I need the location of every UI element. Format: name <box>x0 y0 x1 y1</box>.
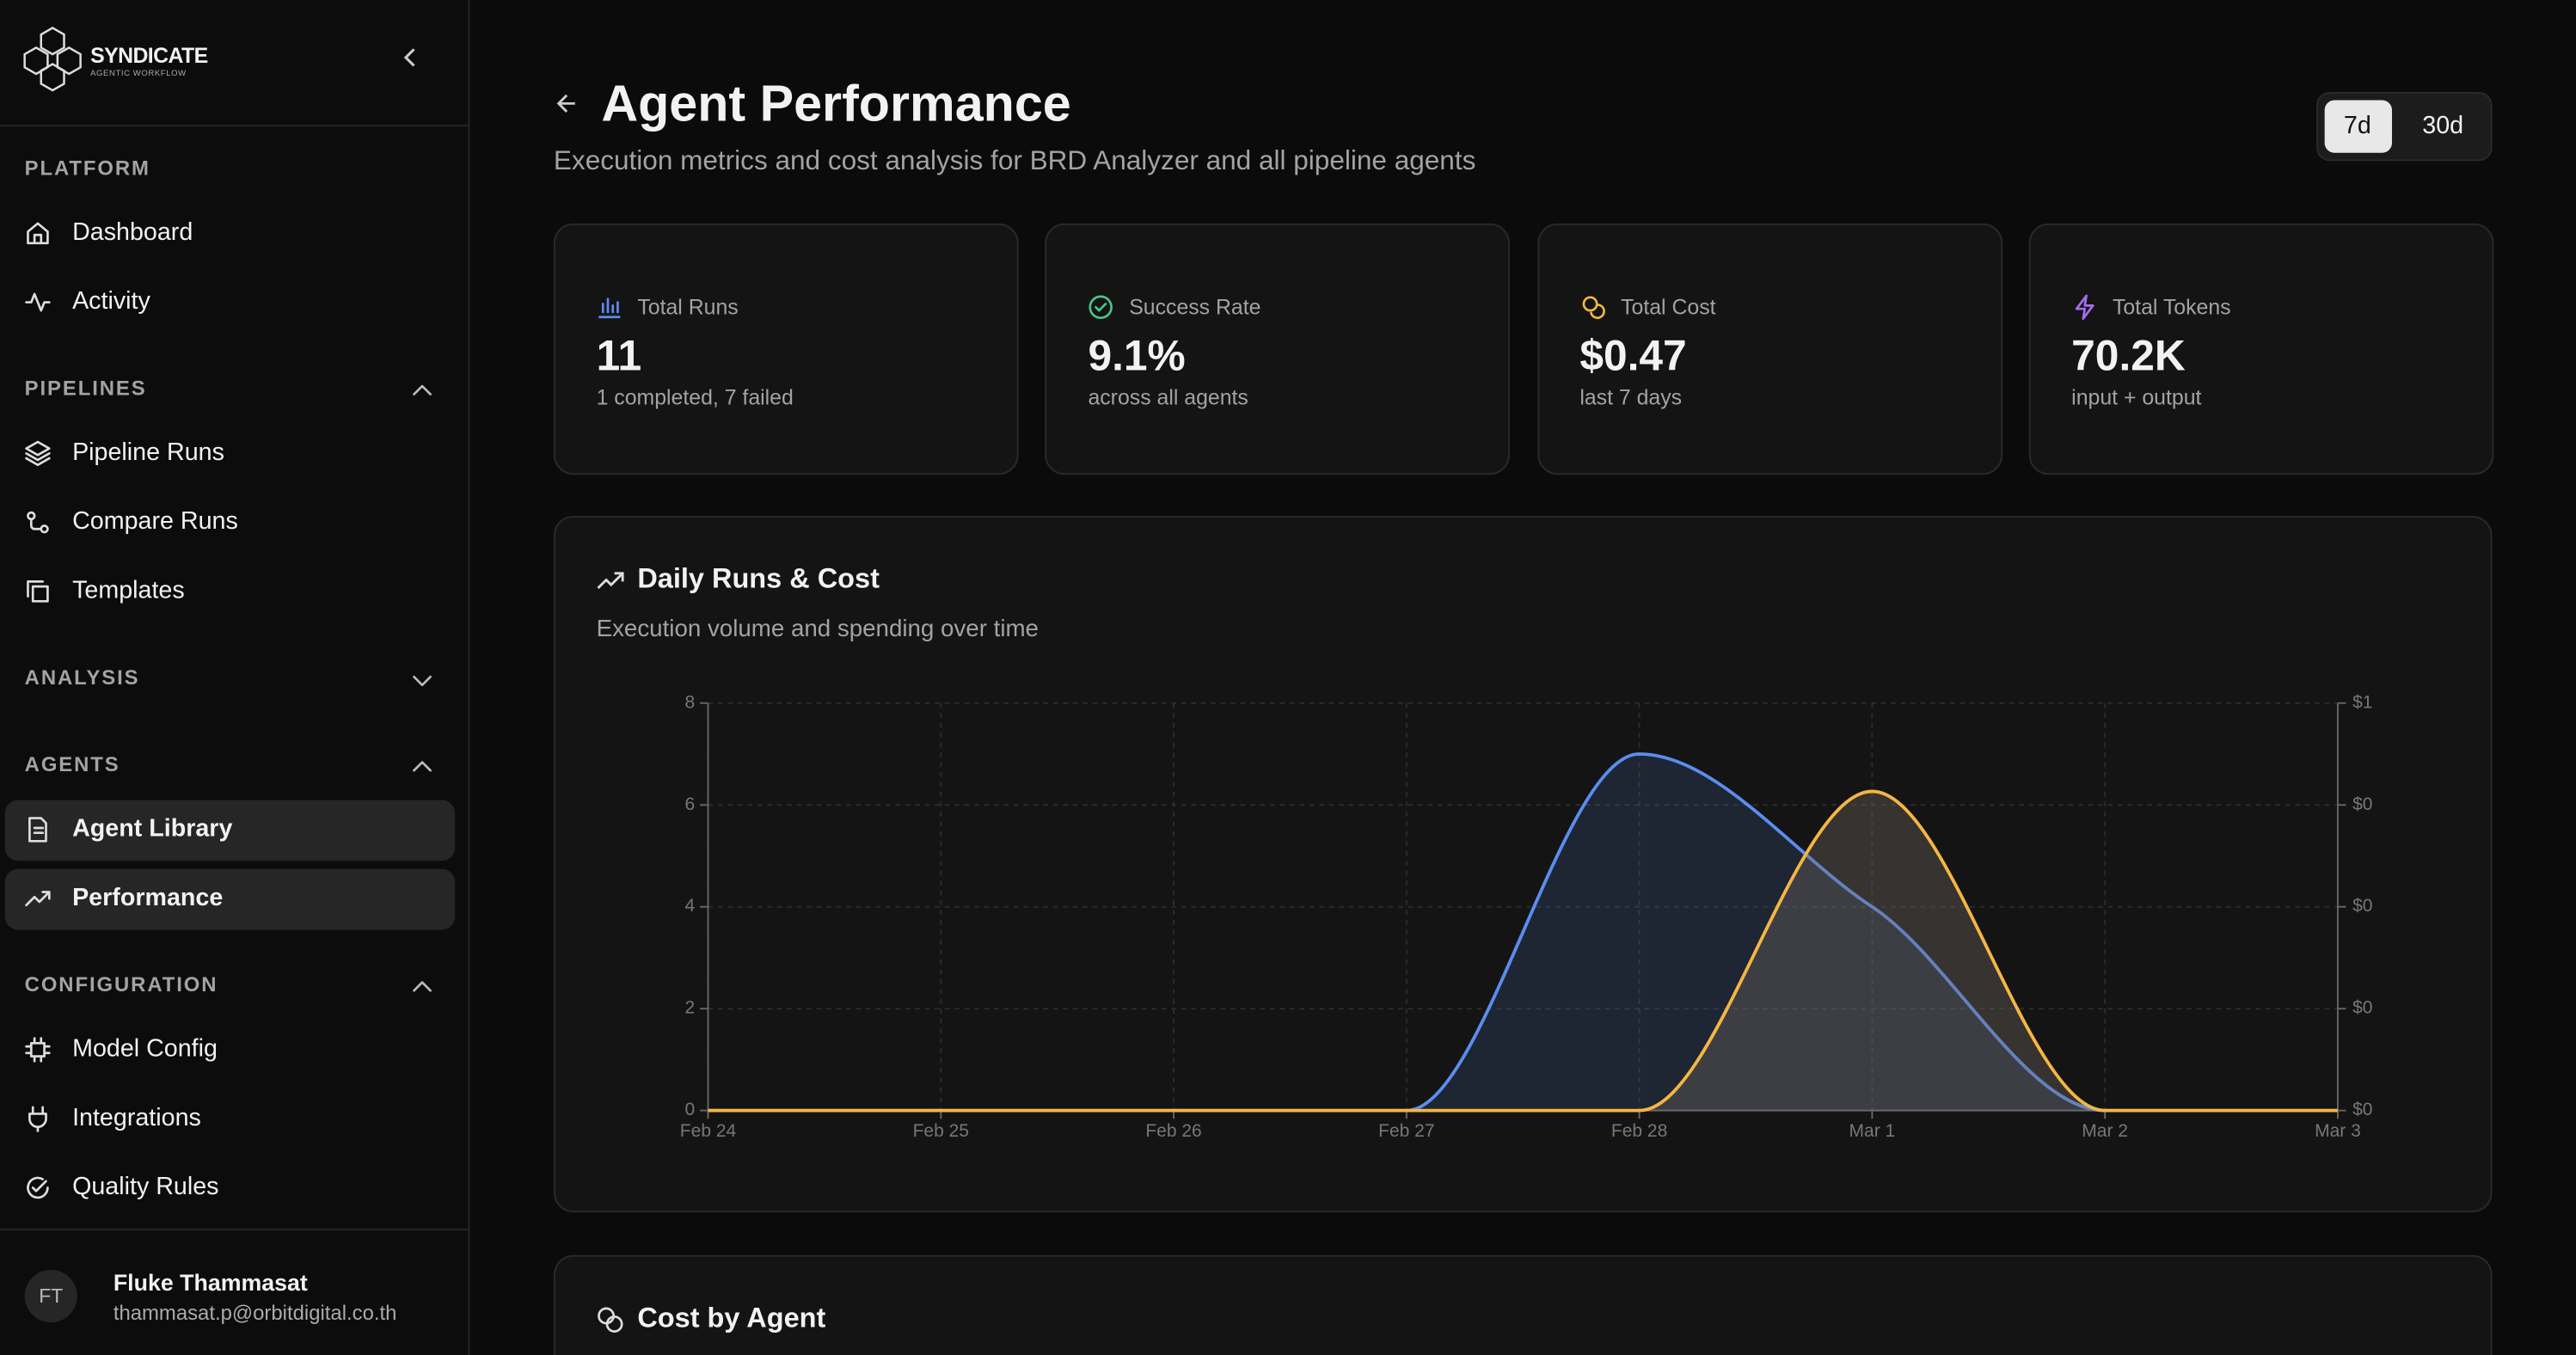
chart-subtitle: Execution volume and spending over time <box>596 616 1039 643</box>
chevron <box>413 761 432 772</box>
chart-card <box>553 515 2493 1213</box>
range-label[interactable]: 30d <box>2422 111 2464 140</box>
chevron <box>413 675 432 687</box>
nav-item[interactable]: Quality Rules <box>72 1173 219 1201</box>
section-title[interactable]: ANALYSIS <box>24 665 140 690</box>
nav-item[interactable]: Activity <box>72 287 150 316</box>
cost-card <box>553 1254 2493 1355</box>
section-title[interactable]: AGENTS <box>24 753 120 776</box>
stat-note: input + output <box>2071 384 2202 410</box>
section-title: PLATFORM <box>24 156 150 181</box>
y2-tick-label: $0 <box>2352 1100 2372 1119</box>
x-tick-label: Feb 25 <box>913 1121 969 1141</box>
stat-label: Success Rate <box>1129 294 1261 320</box>
nav-icon <box>27 580 49 603</box>
stat-icon <box>1089 295 1113 320</box>
avatar <box>24 1269 77 1323</box>
x-tick-label: Feb 26 <box>1145 1121 1201 1141</box>
nav-icon <box>25 1037 51 1063</box>
y2-tick-label: $0 <box>2352 998 2372 1018</box>
x-tick-label: Feb 28 <box>1611 1121 1667 1141</box>
stat-card <box>1045 223 1511 475</box>
stat-label: Total Tokens <box>2112 294 2231 320</box>
y-tick-label: 8 <box>685 692 696 712</box>
avatar-initials: FT <box>39 1284 64 1308</box>
back-button[interactable] <box>555 92 579 115</box>
page-title: Agent Performance <box>601 74 1071 132</box>
section-title[interactable]: PIPELINES <box>24 377 147 401</box>
nav-item[interactable]: Compare Runs <box>72 507 238 536</box>
nav-item[interactable]: Pipeline Runs <box>72 438 224 467</box>
nav-item[interactable]: Model Config <box>72 1034 218 1064</box>
stat-value: 9.1% <box>1088 330 1186 381</box>
stat-icon <box>1581 296 1605 319</box>
y2-tick-label: $0 <box>2352 896 2372 916</box>
nav-icon <box>27 1176 49 1199</box>
user-email: thammasat.p@orbitdigital.co.th <box>113 1302 397 1325</box>
chevron <box>413 981 432 992</box>
range-label: 7d <box>2343 111 2371 140</box>
nav-icon <box>27 511 49 534</box>
stat-icon <box>598 297 621 319</box>
logo <box>23 27 82 92</box>
stat-label: Total Cost <box>1621 294 1716 320</box>
x-tick-label: Mar 3 <box>2315 1121 2361 1141</box>
nav-icon <box>25 292 51 312</box>
brand: SYNDICATE <box>90 43 208 68</box>
x-tick-label: Mar 2 <box>2082 1121 2128 1141</box>
chevron <box>413 384 432 395</box>
nav-active-bg <box>4 868 456 930</box>
x-tick-label: Feb 27 <box>1378 1121 1434 1141</box>
page-subtitle: Execution metrics and cost analysis for … <box>553 146 1476 176</box>
trend-icon <box>597 572 624 590</box>
tagline: AGENTIC WORKFLOW <box>90 69 187 79</box>
stat-note: last 7 days <box>1579 384 1683 410</box>
nav-item[interactable]: Dashboard <box>72 218 193 247</box>
nav-active-bg <box>4 800 456 861</box>
nav-item[interactable]: Integrations <box>72 1103 201 1132</box>
line <box>708 789 2338 1113</box>
y-tick-label: 0 <box>685 1100 696 1119</box>
stat-value: 11 <box>596 330 642 381</box>
stat-value: $0.47 <box>1579 330 1687 381</box>
y-tick-label: 2 <box>685 998 696 1018</box>
x-tick-label: Feb 24 <box>680 1121 737 1141</box>
stat-value: 70.2K <box>2071 330 2186 381</box>
stat-card <box>1536 223 2003 475</box>
y-tick-label: 4 <box>685 896 696 916</box>
divider <box>0 125 470 127</box>
stat-card <box>553 223 1019 475</box>
nav-icon <box>28 817 47 843</box>
sidebar <box>0 0 470 1355</box>
nav-icon <box>25 440 51 467</box>
nav-icon <box>28 1106 47 1132</box>
y-tick-label: 6 <box>685 794 696 814</box>
stat-icon <box>2075 294 2095 321</box>
stat-card <box>2028 223 2494 475</box>
user-name: Fluke Thammasat <box>113 1269 308 1296</box>
nav-item[interactable]: Templates <box>72 576 185 605</box>
section-title[interactable]: CONFIGURATION <box>24 973 218 996</box>
stat-note: 1 completed, 7 failed <box>596 384 794 410</box>
stat-note: across all agents <box>1088 384 1248 410</box>
chart-title: Daily Runs & Cost <box>637 562 880 595</box>
divider <box>0 1229 470 1231</box>
nav-item[interactable]: Agent Library <box>72 814 233 843</box>
cost-card-title: Cost by Agent <box>637 1302 826 1334</box>
stat-label: Total Runs <box>637 294 739 320</box>
y2-tick-label: $1 <box>2352 692 2372 712</box>
y2-tick-label: $0 <box>2352 794 2372 814</box>
range-7d[interactable] <box>2324 100 2392 153</box>
coins-icon <box>598 1307 623 1333</box>
nav-icon <box>25 891 51 907</box>
x-tick-label: Mar 1 <box>1849 1121 1896 1141</box>
nav-item[interactable]: Performance <box>72 883 224 912</box>
chart: 0 2 4 6 8 $0 $0 $0 $0 $1 Feb 24 Feb 25 Feb 26 Feb 27 F… <box>680 692 2373 1141</box>
collapse-button[interactable] <box>399 46 422 69</box>
area <box>708 791 2338 1111</box>
nav-icon <box>27 222 49 245</box>
